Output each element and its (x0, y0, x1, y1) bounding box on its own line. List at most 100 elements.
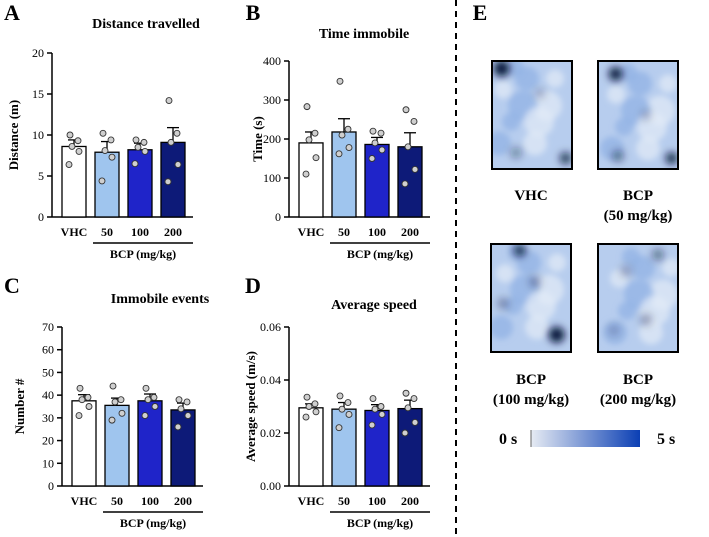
data-point (150, 393, 158, 401)
data-point (74, 137, 82, 145)
data-point (107, 136, 115, 144)
y-tick-label: 20 (42, 434, 54, 448)
y-tick-label: 15 (32, 87, 44, 101)
y-tick-label: 10 (32, 128, 44, 142)
scale-max-label: 5 s (657, 431, 675, 448)
data-point (174, 161, 182, 168)
bar-100 (127, 149, 153, 218)
data-point (411, 165, 419, 173)
data-point (117, 396, 125, 404)
heatmap-texture (600, 63, 677, 161)
data-point (85, 403, 93, 410)
data-point (111, 398, 119, 406)
chart-panel-d: D Average speed 0.00 0.02 0.04 0.06 Average sp… (243, 273, 430, 530)
y-tick-label: 0.00 (260, 479, 281, 493)
panel-letter-c: C (4, 273, 20, 298)
heatmap-field (492, 61, 572, 169)
y-tick-label: 5 (38, 169, 44, 183)
data-point (303, 393, 311, 401)
bar-200 (170, 409, 196, 487)
heatmap-hotspots (608, 248, 664, 337)
data-point (68, 143, 76, 150)
panel-letter-e: E (473, 0, 488, 25)
heatmap-frame (597, 243, 679, 353)
x-axis-label: BCP (mg/kg) (110, 247, 176, 261)
heatmap-hotspots (497, 244, 565, 343)
heatmap-label: (200 mg/kg) (600, 392, 676, 408)
data-point (411, 418, 419, 426)
y-tick-label: 40 (42, 388, 54, 402)
heatmap-blob (662, 258, 678, 277)
heatmap-hotspot (608, 324, 620, 337)
data-point (184, 412, 192, 420)
heatmap-hotspot (513, 244, 526, 257)
x-tick-label: 100 (131, 225, 149, 239)
data-point (109, 382, 117, 390)
y-tick-label: 0 (38, 210, 44, 224)
heatmap-blob (639, 320, 663, 345)
y-tick-label: 10 (42, 456, 54, 470)
data-point (302, 170, 310, 178)
y-axis-label: Average speed (m/s) (243, 351, 258, 462)
heatmap-blob (506, 61, 524, 77)
scale-min-label: 0 s (499, 431, 517, 448)
bar-vhc (298, 142, 324, 218)
bar-100 (137, 400, 163, 487)
data-point (164, 178, 172, 186)
data-point (99, 129, 107, 137)
heatmap-hotspot (620, 265, 632, 277)
data-point (75, 147, 83, 155)
data-point (312, 408, 320, 416)
data-point (183, 398, 191, 406)
color-scale: 0 s 5 s (499, 430, 675, 448)
data-point (134, 143, 142, 151)
x-tick-label: 100 (141, 494, 159, 508)
bar-200 (397, 146, 423, 218)
heatmap-blob (619, 63, 637, 82)
heatmap-field (491, 244, 571, 352)
data-point (369, 395, 377, 402)
x-tick-label: 100 (368, 494, 386, 508)
y-axis-label: Time (s) (250, 116, 265, 162)
bar-50 (331, 408, 357, 487)
x-tick-label: 50 (338, 494, 350, 508)
heatmap-blob (546, 69, 564, 88)
data-point (167, 138, 175, 146)
panel-letter-d: D (245, 273, 261, 298)
x-axis-label: BCP (mg/kg) (120, 516, 186, 530)
data-point (118, 409, 126, 417)
bar-charts: A Distance travelled 0 5 10 15 20 Distance (m) V… (4, 0, 430, 530)
x-axis-label: BCP (mg/kg) (347, 247, 413, 261)
heatmap-hotspots (608, 66, 678, 165)
scale-gradient-bar (531, 430, 640, 447)
data-point (338, 405, 346, 413)
heatmap-blob (622, 247, 640, 266)
x-tick-label: 50 (101, 225, 113, 239)
panel-letter-a: A (4, 0, 20, 25)
y-tick-label: 100 (263, 171, 281, 185)
data-point (141, 412, 149, 420)
y-tick-label: 70 (42, 320, 54, 334)
x-tick-label: 50 (338, 225, 350, 239)
data-point (344, 399, 352, 406)
y-tick-label: 0.06 (260, 320, 281, 334)
data-point (151, 403, 159, 410)
data-point (336, 392, 344, 400)
x-tick-label: 100 (368, 225, 386, 239)
heatmap-texture (492, 61, 564, 156)
heatmap-hotspots (493, 61, 572, 165)
data-point (66, 131, 74, 139)
bar-50 (104, 404, 130, 487)
data-point (173, 129, 181, 137)
heatmap-blob (494, 80, 512, 99)
x-axis-label: BCP (mg/kg) (347, 516, 413, 530)
heatmap-blob (526, 290, 556, 321)
heatmap-bcp50: BCP (50 mg/kg) (597, 60, 679, 224)
heatmap-label: VHC (514, 188, 547, 204)
heatmap-blob (496, 264, 514, 283)
data-point (305, 403, 313, 410)
heatmap-blob (523, 131, 547, 156)
heatmap-hotspot (548, 326, 565, 343)
